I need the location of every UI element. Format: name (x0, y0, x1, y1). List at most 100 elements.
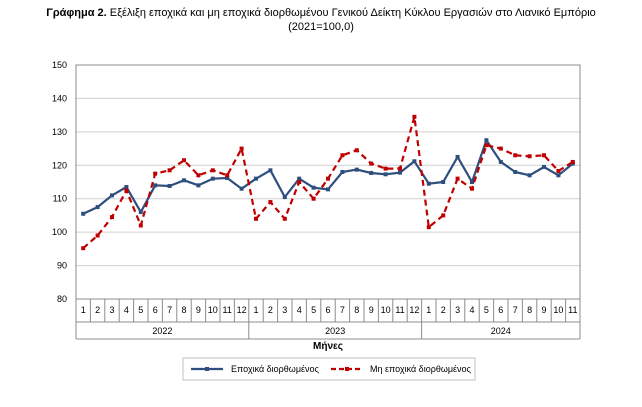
x-tick-label: 2 (268, 305, 273, 315)
legend: Εποχικά διορθωμένος Μη εποχικά διορθωμένο… (182, 357, 476, 381)
x-tick-label: 11 (395, 305, 404, 315)
x-tick-label: 1 (426, 305, 431, 315)
data-point (326, 187, 330, 192)
y-tick-label: 140 (52, 93, 67, 103)
x-axis-label: Μήνες (313, 341, 343, 352)
x-tick-label: 3 (282, 305, 287, 315)
data-point (138, 223, 143, 228)
data-point (138, 210, 143, 215)
data-point (412, 114, 417, 119)
data-point (124, 185, 129, 190)
title-main: Εξέλιξη εποχικά και μη εποχικά διορθωμέν… (109, 7, 596, 19)
data-point (398, 170, 402, 175)
x-tick-label: 3 (455, 305, 460, 315)
x-tick-label: 4 (469, 305, 474, 315)
data-point (110, 193, 114, 198)
gridlines (76, 64, 580, 300)
legend-label: Μη εποχικά διορθωμένος (370, 364, 472, 374)
data-point (254, 176, 258, 181)
legend-box (182, 357, 476, 381)
x-tick-label: 2 (95, 305, 100, 315)
data-point (513, 153, 518, 158)
data-point (268, 168, 273, 173)
title-prefix: Γράφημα 2. (46, 7, 107, 19)
year-label: 2024 (491, 326, 511, 336)
data-point (210, 168, 215, 173)
data-point (527, 154, 532, 159)
data-point (196, 173, 201, 178)
data-point (225, 173, 230, 178)
data-point (210, 176, 215, 181)
x-tick-label: 6 (498, 305, 503, 315)
data-point (542, 153, 546, 158)
x-tick-label: 9 (196, 305, 201, 315)
data-point (470, 180, 474, 184)
data-point (484, 138, 489, 143)
data-point (81, 246, 86, 251)
data-point (542, 164, 546, 169)
x-tick-label: 5 (484, 305, 489, 315)
chart-title: Γράφημα 2. Εξέλιξη εποχικά και μη εποχικ… (0, 6, 642, 34)
data-point (513, 169, 518, 174)
series-line (82, 115, 574, 250)
data-point (311, 196, 316, 201)
data-point (110, 215, 114, 220)
y-tick-label: 130 (52, 127, 67, 137)
data-point (196, 183, 201, 188)
data-point (426, 181, 431, 186)
data-point (498, 146, 503, 151)
x-tick-label: 12 (237, 305, 247, 315)
data-point (340, 153, 345, 158)
x-tick-label: 8 (527, 305, 532, 315)
data-point (81, 211, 86, 216)
data-point (282, 195, 287, 200)
data-point (95, 205, 100, 210)
data-point (340, 169, 345, 174)
data-point (354, 167, 359, 172)
data-point (484, 143, 489, 148)
x-tick-label: 6 (153, 305, 158, 315)
x-tick-label: 4 (124, 305, 129, 315)
data-point (153, 171, 158, 176)
data-point (556, 173, 561, 178)
x-tick-label: 9 (369, 305, 374, 315)
data-point (455, 154, 460, 159)
title-subtitle: (2021=100,0) (288, 21, 354, 33)
data-point (441, 180, 446, 184)
x-tick-label: 3 (109, 305, 114, 315)
x-tick-label: 7 (513, 305, 518, 315)
data-point (182, 178, 186, 183)
x-axis: 1 2 3 4 5 6 7 8 9 10 11 12 1 2 3 4 5 6 7 8 9 10 11 12 1 2 3 4 5 6 7 8 9 1… (75, 299, 581, 340)
data-point (95, 233, 100, 238)
data-point (470, 186, 474, 191)
x-tick-label: 8 (354, 305, 359, 315)
data-point (254, 216, 258, 221)
y-tick-label: 100 (52, 227, 67, 237)
data-point (268, 200, 273, 205)
x-tick-label: 1 (81, 305, 86, 315)
x-tick-label: 10 (208, 305, 218, 315)
data-point (182, 158, 186, 163)
data-point (282, 216, 287, 221)
data-point (297, 180, 302, 184)
y-tick-label: 90 (57, 261, 67, 271)
series-layer (81, 114, 575, 251)
data-point (383, 166, 388, 171)
data-point (326, 176, 330, 181)
legend-marker (345, 367, 349, 371)
data-point (354, 148, 359, 153)
data-point (383, 172, 388, 177)
data-point (398, 166, 402, 171)
year-label: 2023 (325, 326, 345, 336)
data-point (225, 175, 230, 180)
data-point (167, 184, 172, 189)
x-tick-label: 2 (441, 305, 446, 315)
plot-area (75, 64, 581, 300)
y-tick-label: 150 (52, 60, 67, 70)
data-point (124, 188, 129, 193)
legend-marker (205, 367, 209, 371)
x-tick-label: 12 (409, 305, 419, 315)
x-tick-label: 7 (340, 305, 345, 315)
data-point (297, 176, 302, 181)
